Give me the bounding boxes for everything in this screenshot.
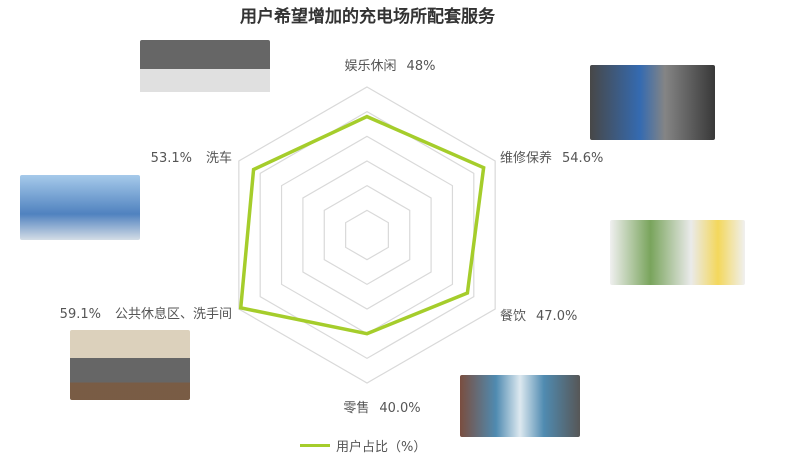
axis-label: 维修保养 54.6% — [500, 150, 603, 166]
retail-photo — [460, 375, 580, 437]
dining-photo — [610, 220, 745, 285]
value-label: 53.1% — [151, 151, 192, 166]
value-label: 40.0% — [379, 401, 420, 416]
series-line — [238, 114, 486, 336]
grid-ring — [280, 135, 454, 335]
axis-label: 娱乐休闲 48% — [345, 59, 436, 74]
legend: 用户占比（%） — [300, 436, 426, 455]
entertainment-photo — [140, 40, 270, 105]
grid-ring — [345, 209, 389, 261]
axis-label: 59.1% 公共休息区、洗手间 — [60, 306, 232, 322]
axis-label: 餐饮 47.0% — [500, 308, 577, 324]
category-label: 娱乐休闲 — [345, 59, 397, 74]
carwash-photo — [20, 175, 140, 240]
axis-label: 53.1% 洗车 — [151, 150, 232, 166]
category-label: 零售 — [343, 400, 369, 416]
grid-ring — [238, 86, 496, 384]
value-label: 47.0% — [536, 309, 577, 324]
category-label: 维修保养 — [500, 150, 552, 166]
axis-label: 零售 40.0% — [343, 400, 420, 416]
grid-ring — [323, 184, 411, 286]
category-label: 洗车 — [206, 150, 232, 166]
legend-label: 用户占比（%） — [336, 440, 427, 455]
category-label: 餐饮 — [500, 308, 526, 324]
legend-swatch — [300, 444, 330, 447]
value-label: 54.6% — [562, 151, 603, 166]
grid-ring — [302, 160, 432, 310]
category-label: 公共休息区、洗手间 — [115, 306, 232, 322]
grid-ring — [259, 110, 475, 360]
chart-title: 用户希望增加的充电场所配套服务 — [240, 7, 495, 27]
value-label: 59.1% — [60, 307, 101, 322]
maintenance-photo — [590, 65, 715, 140]
lounge-photo — [70, 330, 190, 400]
value-label: 48% — [407, 59, 436, 74]
